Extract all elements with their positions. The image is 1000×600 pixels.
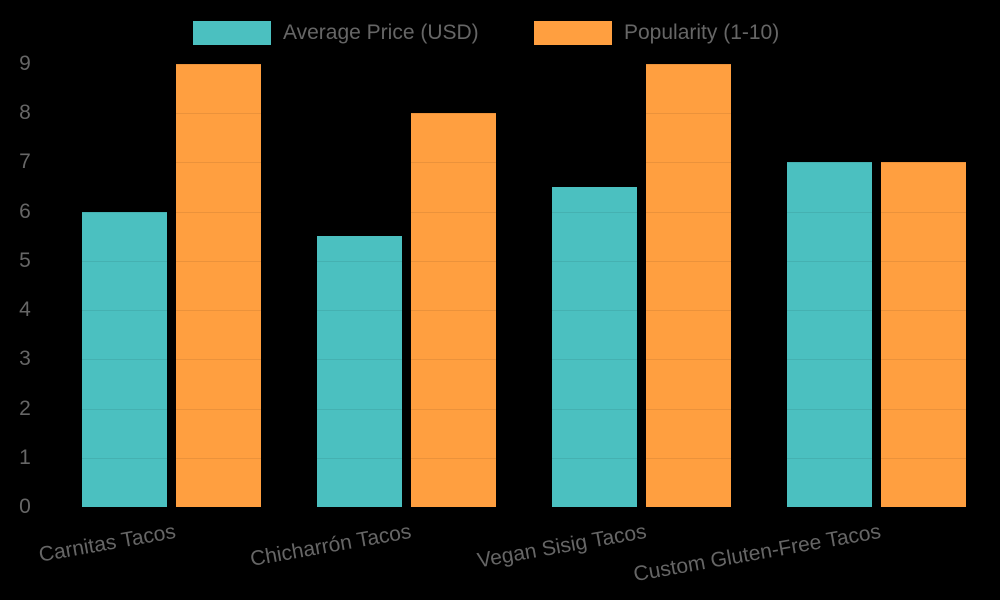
y-tick-label: 3 [19, 347, 31, 371]
gridline [70, 458, 970, 459]
y-tick-label: 6 [19, 199, 31, 223]
legend-item-average-price[interactable]: Average Price (USD) [193, 18, 479, 48]
y-tick-label: 4 [19, 298, 31, 322]
bar-popularity[interactable] [646, 64, 731, 507]
y-tick-label: 7 [19, 150, 31, 174]
bar-average-price[interactable] [317, 236, 402, 507]
legend-item-popularity[interactable]: Popularity (1-10) [534, 18, 779, 48]
gridline [70, 162, 970, 163]
y-tick-label: 9 [19, 52, 31, 75]
bar-average-price[interactable] [787, 162, 872, 507]
y-tick-label: 1 [19, 445, 31, 469]
legend-label-average-price: Average Price (USD) [283, 21, 479, 44]
gridline [70, 359, 970, 360]
x-tick-label: Custom Gluten-Free Tacos [631, 520, 883, 587]
bar-popularity[interactable] [176, 64, 261, 507]
y-tick-label: 0 [19, 495, 31, 518]
gridline [70, 409, 970, 410]
gridline [70, 64, 970, 65]
gridline [70, 310, 970, 311]
y-tick-label: 5 [19, 248, 31, 272]
x-tick-label: Chicharrón Tacos [248, 520, 414, 571]
bar-average-price[interactable] [552, 187, 637, 507]
x-tick-label: Carnitas Tacos [37, 520, 178, 567]
gridline [70, 113, 970, 114]
gridline [70, 212, 970, 213]
gridline [70, 507, 970, 508]
legend-swatch-average-price [193, 21, 271, 45]
y-tick-label: 2 [19, 396, 31, 420]
chart-legend: Average Price (USD) Popularity (1-10) [0, 18, 1000, 48]
bar-popularity[interactable] [411, 113, 496, 507]
bar-popularity[interactable] [881, 162, 966, 507]
legend-label-popularity: Popularity (1-10) [624, 21, 780, 44]
y-tick-label: 8 [19, 101, 31, 125]
x-tick-label: Vegan Sisig Tacos [475, 520, 649, 573]
legend-swatch-popularity [534, 21, 612, 45]
bar-average-price[interactable] [82, 211, 167, 507]
gridline [70, 261, 970, 262]
